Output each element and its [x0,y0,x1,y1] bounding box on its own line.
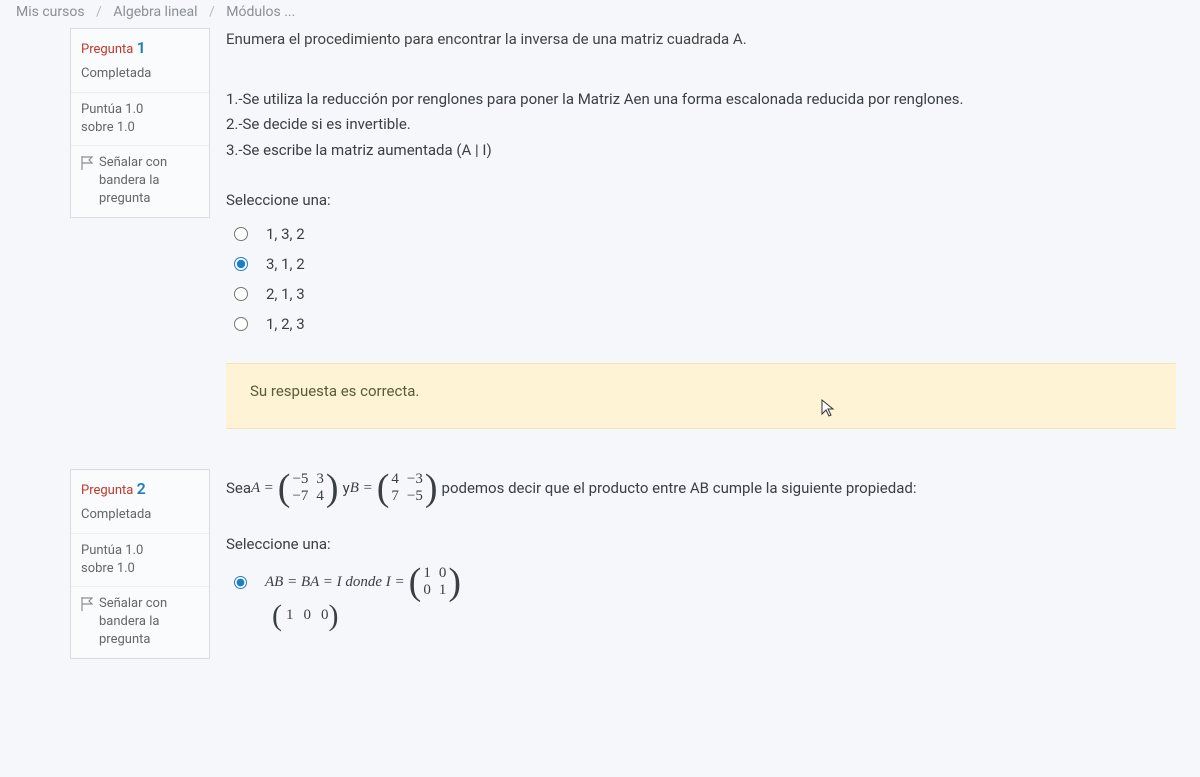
option-3-label: 2, 1, 3 [266,285,305,303]
breadcrumb-item-module[interactable]: Módulos ... [226,4,295,20]
paren-left: ( [409,563,422,601]
question-info-box: Pregunta 2 Completada Puntúa 1.0 sobre 1… [70,469,210,659]
options-group: 1, 3, 2 3, 1, 2 2, 1, 3 1, 2, 3 [234,219,1176,339]
cell: 1 [286,607,294,624]
flag-question-button[interactable]: Señalar con bandera la pregunta [71,587,209,658]
flag-question-button[interactable]: Señalar con bandera la pregunta [71,146,209,217]
paren-right-top: ) [329,607,339,625]
feedback-correct: Su respuesta es correcta. [226,363,1176,429]
flag-text: Señalar con bandera la pregunta [99,595,199,650]
q2-A-sym: A = [251,480,274,497]
cell: 1 [423,565,431,582]
question-score-sub: sobre 1.0 [81,560,199,578]
q2-option-1-content: AB = BA = I donde I = ( 1 0 0 1 ) [265,563,465,601]
question-number: 2 [137,479,146,498]
cell: 0 [439,565,447,582]
feedback-text: Su respuesta es correcta. [250,382,419,400]
question-number-row: Pregunta 2 Completada [71,470,209,534]
matrix-B: ( 4 −3 7 −5 ) [377,469,438,507]
paren-left: ( [278,469,291,507]
q2-option-1[interactable]: AB = BA = I donde I = ( 1 0 0 1 ) [234,563,1176,601]
question-score-sub: sobre 1.0 [81,119,199,137]
matrix-I-cells: 1 0 0 1 [421,565,448,599]
paren-left: ( [377,469,390,507]
question-score: Puntúa 1.0 [81,101,199,119]
option-4-radio[interactable] [234,317,248,331]
matrix-A: ( −5 3 −7 4 ) [278,469,339,507]
option-1-label: 1, 3, 2 [266,225,305,243]
step-2: 2.-Se decide si es invertible. [226,112,1176,138]
paren-right: ) [448,563,461,601]
question-score-row: Puntúa 1.0 sobre 1.0 [71,93,209,146]
matrix-B-cells: 4 −3 7 −5 [389,471,424,505]
cell: 1 [439,582,447,599]
breadcrumb-sep: / [96,4,102,20]
cell: 7 [391,488,399,505]
matrix-I: ( 1 0 0 1 ) [409,563,461,601]
question-label: Pregunta [81,483,133,498]
q2-prompt: Sea A = ( −5 3 −7 4 ) y B = ( [226,469,916,507]
option-1-radio[interactable] [234,227,248,241]
cell: 0 [423,582,431,599]
cell: 0 [321,607,329,624]
q2-option-1-radio[interactable] [234,576,247,589]
cell: 0 [304,607,312,624]
question-2: Pregunta 2 Completada Puntúa 1.0 sobre 1… [0,469,1200,659]
question-number: 1 [137,38,146,57]
q2-sea: Sea [226,479,251,497]
option-3-radio[interactable] [234,287,248,301]
flag-text: Señalar con bandera la pregunta [99,154,199,209]
option-3[interactable]: 2, 1, 3 [234,279,1176,309]
option-2-radio[interactable] [234,257,248,271]
question-steps: 1.-Se utiliza la reducción por renglones… [226,87,1176,164]
flag-icon [81,156,93,170]
cell: −7 [292,488,308,505]
partial-row: 1 0 0 [282,607,329,624]
breadcrumb-item-courses[interactable]: Mis cursos [16,4,85,20]
option-2[interactable]: 3, 1, 2 [234,249,1176,279]
cursor-icon [820,398,836,418]
cell: 4 [391,471,399,488]
question-status: Completada [81,506,199,524]
breadcrumb-sep: / [209,4,215,20]
option-2-label: 3, 1, 2 [266,255,305,273]
question-score-row: Puntúa 1.0 sobre 1.0 [71,534,209,587]
q2-opt1-prefix: AB = BA = I donde I = [265,574,405,591]
question-prompt: Enumera el procedimiento para encontrar … [226,28,1176,51]
question-number-row: Pregunta 1 Completada [71,29,209,93]
flag-icon [81,597,93,611]
option-1[interactable]: 1, 3, 2 [234,219,1176,249]
breadcrumb: Mis cursos / Algebra lineal / Módulos ..… [0,0,1200,28]
q2-option-2-partial: ( 1 0 0 ) [272,607,339,625]
cell: 3 [316,471,324,488]
cell: −5 [292,471,308,488]
paren-left-top: ( [272,607,282,625]
option-4-label: 1, 2, 3 [266,315,305,333]
cell: 4 [316,488,324,505]
step-1: 1.-Se utiliza la reducción por renglones… [226,87,1176,113]
breadcrumb-item-course[interactable]: Algebra lineal [113,4,197,20]
select-label: Seleccione una: [226,191,1176,209]
cell: −5 [407,488,423,505]
question-info-box: Pregunta 1 Completada Puntúa 1.0 sobre 1… [70,28,210,218]
paren-right: ) [425,469,438,507]
question-label: Pregunta [81,42,133,57]
question-score: Puntúa 1.0 [81,542,199,560]
select-label: Seleccione una: [226,535,1176,553]
cell: −3 [407,471,423,488]
step-3: 3.-Se escribe la matriz aumentada (A | I… [226,138,1176,164]
question-1: Pregunta 1 Completada Puntúa 1.0 sobre 1… [0,28,1200,459]
question-body: Enumera el procedimiento para encontrar … [226,28,1200,459]
question-body: Sea A = ( −5 3 −7 4 ) y B = ( [226,469,1200,629]
option-4[interactable]: 1, 2, 3 [234,309,1176,339]
question-status: Completada [81,65,199,83]
matrix-A-cells: −5 3 −7 4 [290,471,325,505]
q2-y: y [343,479,350,497]
paren-right: ) [326,469,339,507]
q2-B-sym: B = [350,480,373,497]
q2-tail: podemos decir que el producto entre AB c… [442,479,917,497]
